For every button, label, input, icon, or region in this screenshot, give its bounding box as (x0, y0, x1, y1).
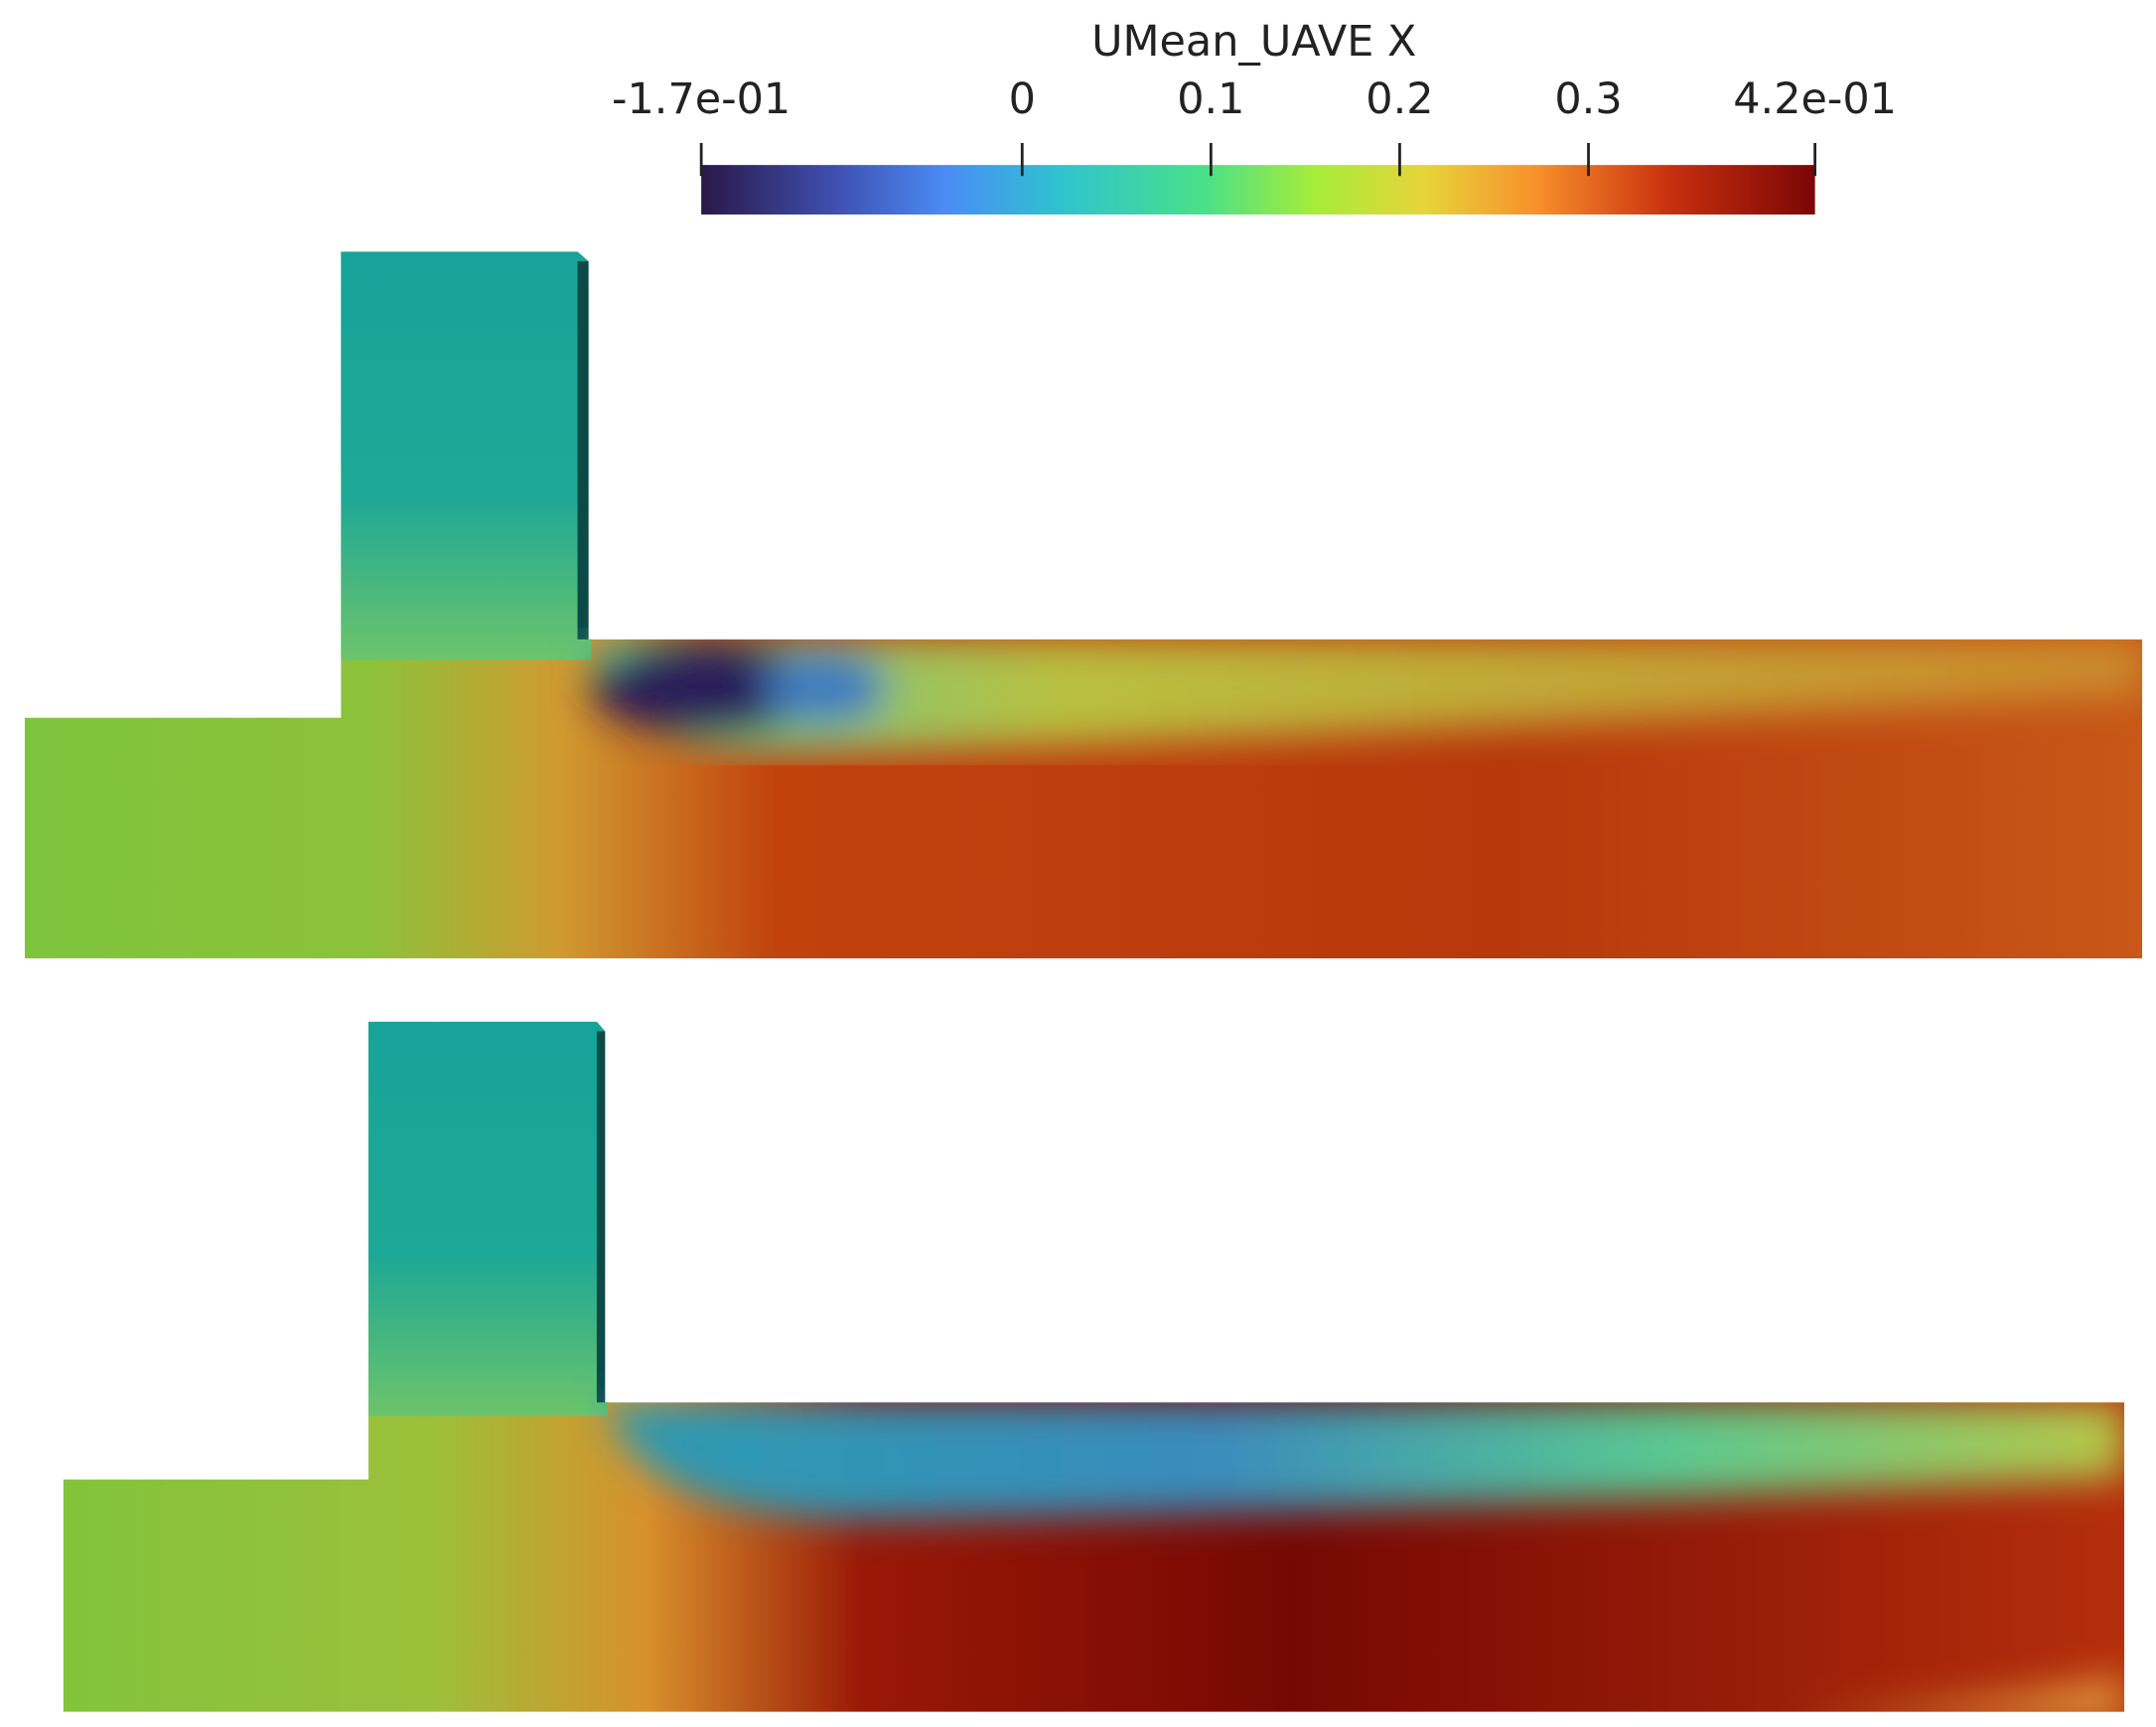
tick-label: 0 (1009, 74, 1036, 124)
top-geometry (24, 251, 2143, 959)
tick-label: 0.2 (1365, 74, 1433, 124)
tick-label: 0.3 (1554, 74, 1622, 124)
tick-label: 4.2e-01 (1733, 74, 1897, 124)
colorbar-title: UMean_UAVE X (1091, 17, 1416, 67)
colorbar-ticks: -1.7e-01 0 0.1 0.2 0.3 4.2e-01 (612, 74, 1897, 177)
tick-label: 0.1 (1177, 74, 1244, 124)
tick-label: -1.7e-01 (612, 74, 791, 124)
colorbar (701, 165, 1815, 215)
bottom-geometry (63, 1021, 2125, 1712)
